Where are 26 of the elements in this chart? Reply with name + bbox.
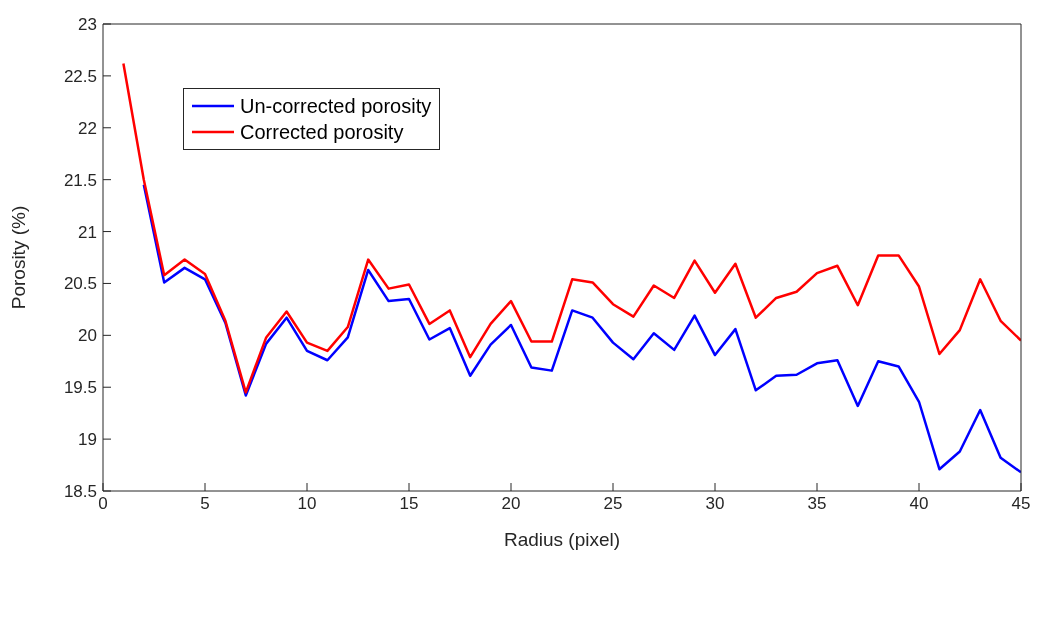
legend-label: Un-corrected porosity [240,94,432,119]
y-tick-label: 21.5 [63,170,97,190]
y-tick-label: 23 [78,15,97,35]
y-axis-title: Porosity (%) [7,205,29,310]
legend-label: Corrected porosity [240,120,404,145]
x-tick-label: 45 [1011,494,1031,514]
x-tick-label: 35 [807,494,827,514]
x-tick-label: 30 [705,494,725,514]
y-tick-label: 22.5 [63,66,97,86]
y-tick-label: 19.5 [63,378,97,398]
x-tick-label: 15 [399,494,419,514]
y-tick-label: 22 [78,118,97,138]
y-tick-label: 18.5 [63,482,97,502]
y-tick-label: 20 [78,326,97,346]
x-tick-label: 25 [603,494,623,514]
line-series [122,62,1021,394]
x-tick-label: 0 [98,494,108,514]
line-series [142,183,1021,474]
x-tick-label: 40 [909,494,929,514]
y-tick-label: 19 [78,430,97,450]
y-tick-label: 20.5 [63,274,97,294]
x-tick-label: 10 [297,494,317,514]
x-tick-label: 20 [501,494,521,514]
y-tick-label: 21 [78,222,97,242]
x-axis-title: Radius (pixel) [503,529,621,550]
x-tick-label: 5 [200,494,210,514]
